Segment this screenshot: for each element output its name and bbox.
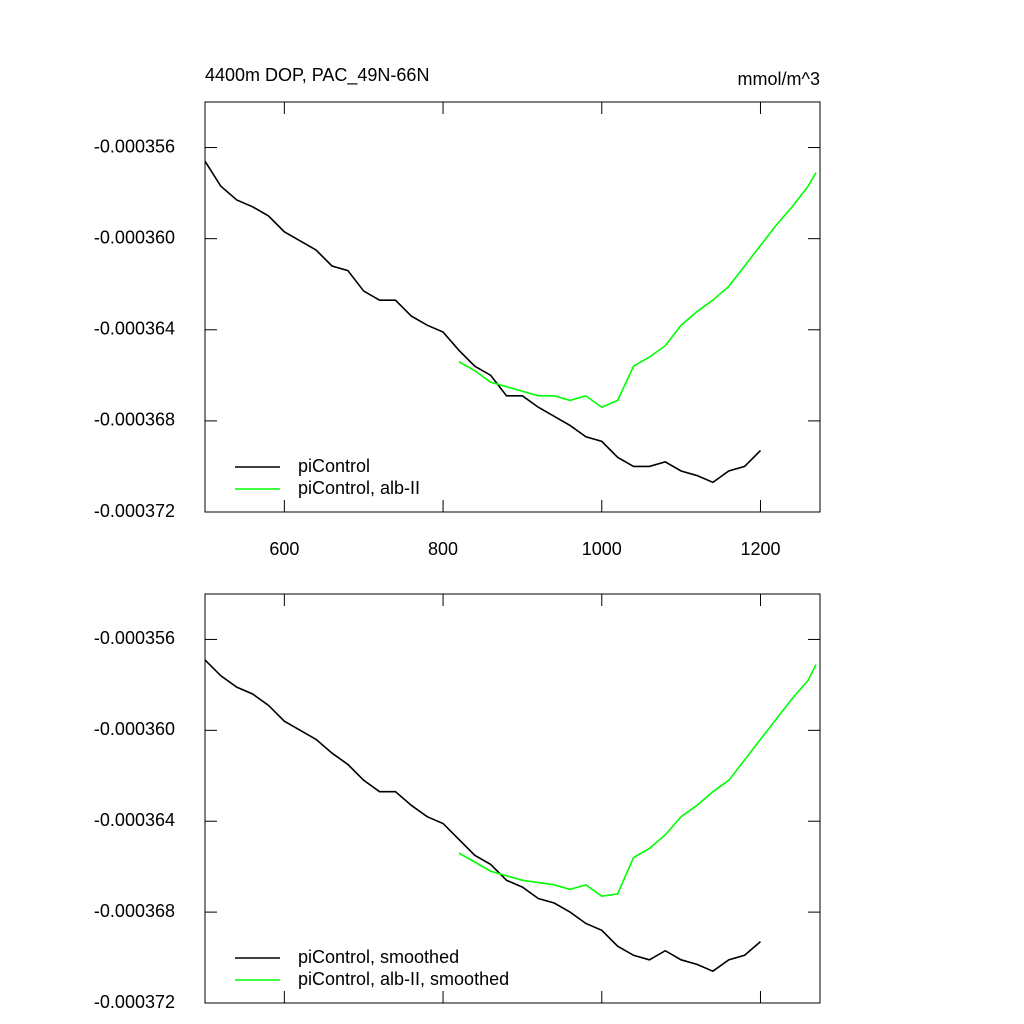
- series-line: [458, 664, 817, 898]
- y-tick-label: -0.000360: [94, 719, 175, 739]
- x-tick-label: 800: [428, 539, 458, 559]
- series-line: [204, 160, 762, 484]
- y-tick-label: -0.000368: [94, 410, 175, 430]
- y-tick-label: -0.000360: [94, 227, 175, 247]
- y-tick-label: -0.000372: [94, 992, 175, 1012]
- chart-title: 4400m DOP, PAC_49N-66N: [205, 65, 429, 86]
- panel: 4400m DOP, PAC_49N-66N mmol/m^3 -0.000372 -…: [94, 65, 821, 559]
- legend-label: piControl: [298, 456, 370, 476]
- series-line: [204, 659, 762, 973]
- y-tick-label: -0.000372: [94, 501, 175, 521]
- y-tick-label: -0.000364: [94, 810, 175, 830]
- series-line: [458, 172, 817, 409]
- legend-label: piControl, alb-II: [298, 478, 420, 498]
- panel: -0.000372 -0.000368 -0.000364 -0.000360 -0.0…: [94, 593, 821, 1012]
- x-tick-label: 1000: [582, 539, 622, 559]
- units-label: mmol/m^3: [738, 69, 820, 89]
- legend-label: piControl, smoothed: [298, 947, 459, 967]
- y-tick-label: -0.000356: [94, 136, 175, 156]
- plot-frame: [204, 101, 821, 513]
- legend-label: piControl, alb-II, smoothed: [298, 969, 509, 989]
- plot-frame: [204, 593, 821, 1004]
- y-tick-label: -0.000368: [94, 901, 175, 921]
- y-tick-label: -0.000364: [94, 319, 175, 339]
- x-tick-label: 600: [269, 539, 299, 559]
- x-tick-label: 1200: [740, 539, 780, 559]
- y-tick-label: -0.000356: [94, 628, 175, 648]
